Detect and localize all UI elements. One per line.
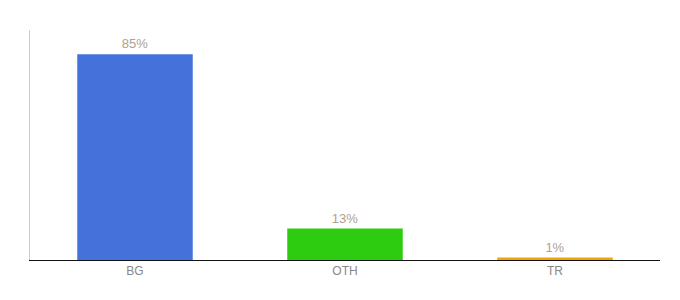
svg-text:OTH: OTH [332,264,357,278]
svg-text:BG: BG [126,264,143,278]
svg-text:85%: 85% [122,36,148,51]
svg-text:TR: TR [547,264,563,278]
svg-text:13%: 13% [332,211,358,226]
svg-text:1%: 1% [545,240,564,255]
